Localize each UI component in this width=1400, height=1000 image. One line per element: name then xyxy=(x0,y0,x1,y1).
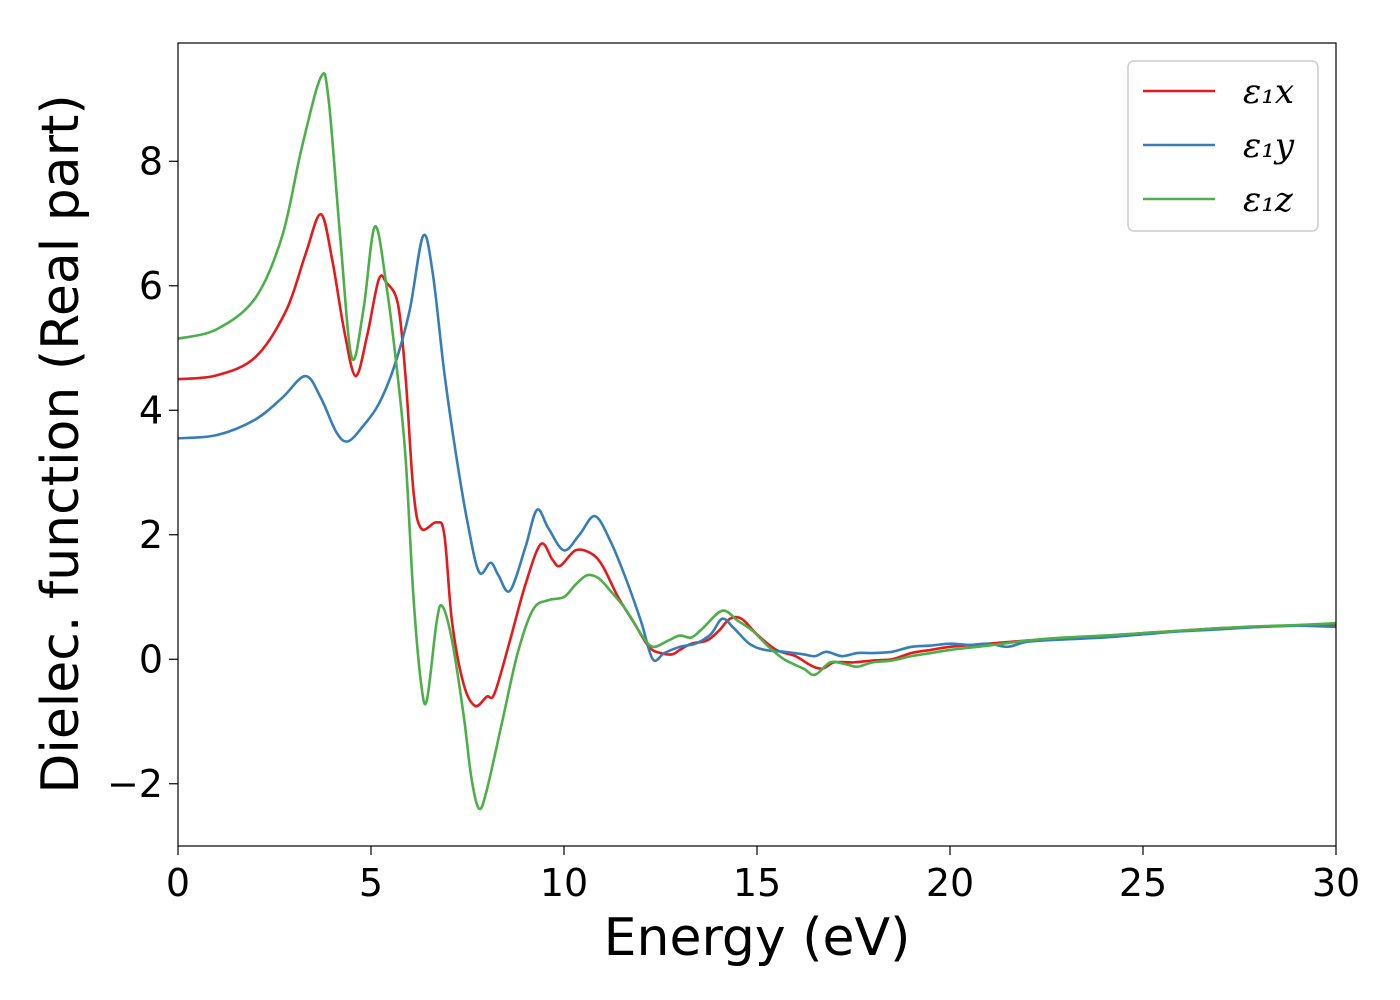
y-tick-label: 4 xyxy=(139,388,163,432)
series-line-2 xyxy=(178,233,1336,663)
x-tick-label: 30 xyxy=(1312,861,1360,905)
y-tick-label: −2 xyxy=(107,762,163,806)
legend-label-2: ε₁y xyxy=(1243,126,1295,166)
x-axis-ticks: 0 5 10 15 20 25 30 xyxy=(166,846,1360,905)
legend-label-1: ε₁x xyxy=(1243,72,1294,112)
series-line-3 xyxy=(178,72,1336,811)
x-axis-label: Energy (eV) xyxy=(604,908,911,968)
legend: ε₁x ε₁y ε₁z xyxy=(1127,60,1319,232)
legend-label-3: ε₁z xyxy=(1243,180,1294,220)
y-axis-ticks: −2 0 2 4 6 8 xyxy=(107,139,178,806)
y-tick-label: 8 xyxy=(139,139,163,183)
series-line-1 xyxy=(178,212,1336,708)
x-tick-label: 25 xyxy=(1119,861,1167,905)
y-axis-label: Dielec. function (Real part) xyxy=(31,94,91,793)
x-tick-label: 20 xyxy=(926,861,974,905)
y-tick-label: 6 xyxy=(139,264,163,308)
y-tick-label: 0 xyxy=(139,637,163,681)
y-tick-label: 2 xyxy=(139,513,163,557)
legend-box xyxy=(1127,60,1319,232)
x-tick-label: 15 xyxy=(733,861,781,905)
x-tick-label: 10 xyxy=(540,861,588,905)
x-tick-label: 5 xyxy=(359,861,383,905)
plot-lines xyxy=(178,72,1336,811)
x-tick-label: 0 xyxy=(166,861,190,905)
